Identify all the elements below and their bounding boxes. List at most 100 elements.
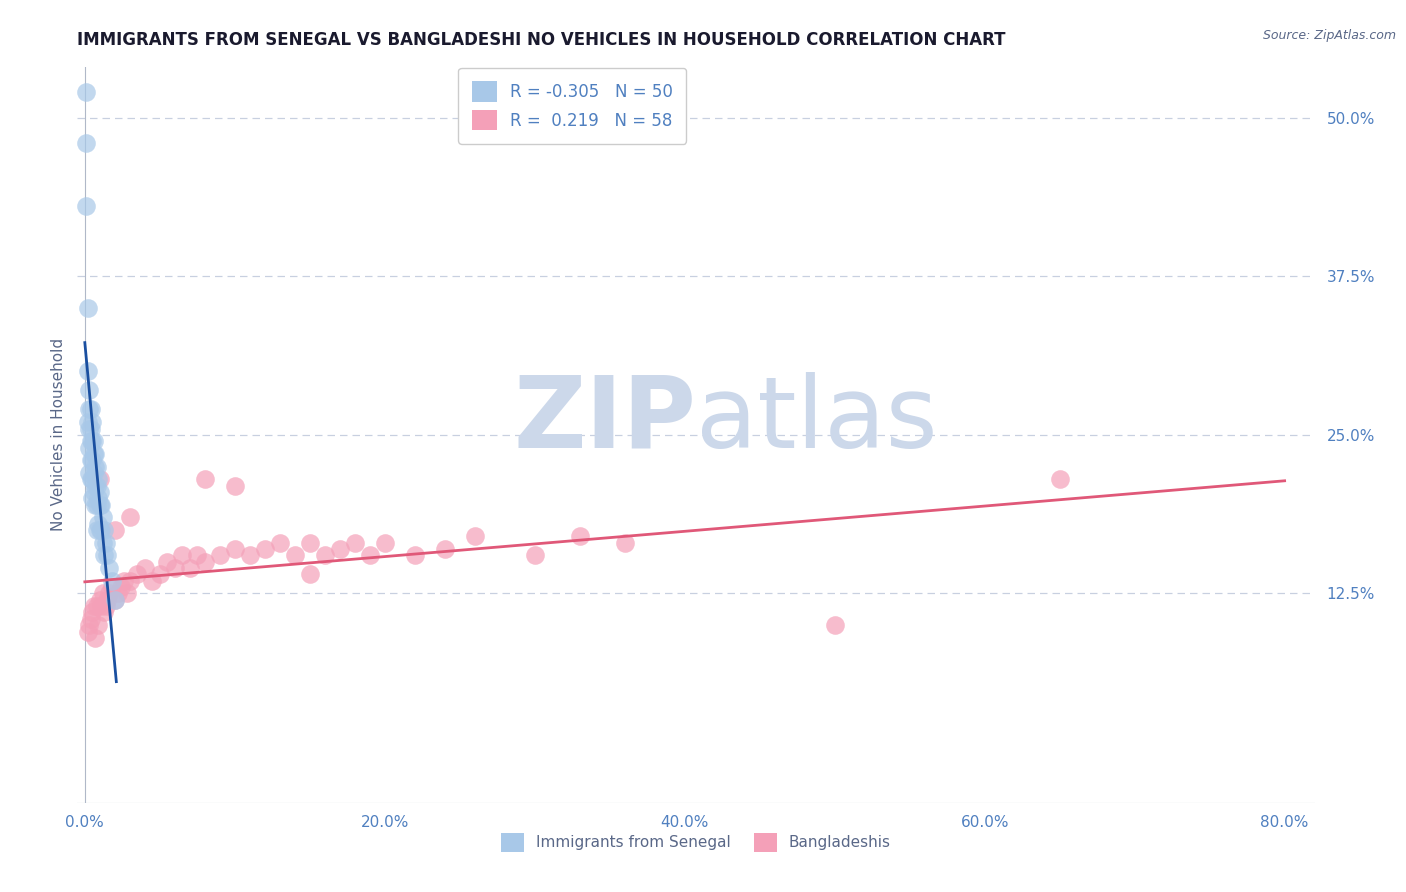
Point	[89, 523, 111, 537]
Point	[86, 498, 108, 512]
Point	[89, 485, 111, 500]
Point	[568, 529, 591, 543]
Point	[93, 523, 115, 537]
Point	[824, 618, 846, 632]
Point	[80, 434, 103, 449]
Point	[239, 549, 262, 563]
Point	[172, 549, 194, 563]
Point	[89, 498, 111, 512]
Point	[613, 535, 636, 549]
Point	[76, 415, 98, 429]
Point	[94, 535, 117, 549]
Point	[110, 580, 132, 594]
Point	[82, 415, 104, 429]
Point	[284, 549, 307, 563]
Point	[84, 631, 107, 645]
Point	[86, 599, 108, 614]
Point	[112, 574, 135, 588]
Point	[83, 599, 105, 614]
Point	[89, 472, 111, 486]
Point	[298, 535, 321, 549]
Point	[82, 434, 104, 449]
Point	[80, 612, 103, 626]
Point	[79, 402, 101, 417]
Point	[224, 478, 246, 492]
Point	[186, 549, 208, 563]
Point	[359, 549, 381, 563]
Point	[329, 542, 352, 557]
Point	[86, 459, 108, 474]
Point	[82, 606, 104, 620]
Point	[94, 599, 117, 614]
Point	[156, 555, 179, 569]
Point	[179, 561, 201, 575]
Point	[96, 592, 118, 607]
Point	[93, 606, 115, 620]
Point	[134, 561, 156, 575]
Point	[86, 478, 108, 492]
Point	[79, 441, 101, 455]
Y-axis label: No Vehicles in Household: No Vehicles in Household	[51, 338, 66, 532]
Point	[97, 586, 120, 600]
Point	[141, 574, 163, 588]
Point	[104, 523, 127, 537]
Point	[90, 498, 112, 512]
Point	[104, 592, 127, 607]
Text: ZIP: ZIP	[513, 372, 696, 468]
Point	[115, 586, 138, 600]
Point	[93, 549, 115, 563]
Point	[433, 542, 456, 557]
Text: IMMIGRANTS FROM SENEGAL VS BANGLADESHI NO VEHICLES IN HOUSEHOLD CORRELATION CHAR: IMMIGRANTS FROM SENEGAL VS BANGLADESHI N…	[77, 31, 1005, 49]
Point	[343, 535, 366, 549]
Point	[224, 542, 246, 557]
Point	[76, 364, 98, 378]
Point	[118, 574, 141, 588]
Point	[269, 535, 291, 549]
Point	[89, 592, 111, 607]
Point	[80, 453, 103, 467]
Point	[87, 491, 110, 506]
Point	[96, 549, 118, 563]
Point	[86, 523, 108, 537]
Point	[83, 447, 105, 461]
Legend: Immigrants from Senegal, Bangladeshis: Immigrants from Senegal, Bangladeshis	[495, 827, 897, 858]
Point	[314, 549, 336, 563]
Point	[84, 459, 107, 474]
Point	[80, 421, 103, 435]
Point	[404, 549, 426, 563]
Point	[107, 586, 129, 600]
Point	[79, 466, 101, 480]
Point	[90, 599, 112, 614]
Text: atlas: atlas	[696, 372, 938, 468]
Point	[84, 498, 107, 512]
Point	[374, 535, 396, 549]
Point	[163, 561, 186, 575]
Point	[75, 136, 97, 150]
Point	[91, 586, 114, 600]
Point	[75, 85, 97, 99]
Point	[82, 472, 104, 486]
Point	[298, 567, 321, 582]
Point	[82, 453, 104, 467]
Point	[208, 549, 231, 563]
Point	[101, 574, 124, 588]
Point	[80, 472, 103, 486]
Point	[84, 447, 107, 461]
Point	[1049, 472, 1071, 486]
Point	[82, 491, 104, 506]
Point	[523, 549, 546, 563]
Point	[91, 510, 114, 524]
Point	[79, 384, 101, 398]
Point	[97, 561, 120, 575]
Point	[149, 567, 172, 582]
Point	[80, 402, 103, 417]
Point	[83, 434, 105, 449]
Point	[464, 529, 486, 543]
Point	[84, 478, 107, 492]
Point	[104, 592, 127, 607]
Point	[194, 555, 217, 569]
Point	[90, 523, 112, 537]
Point	[83, 466, 105, 480]
Point	[87, 472, 110, 486]
Point	[87, 618, 110, 632]
